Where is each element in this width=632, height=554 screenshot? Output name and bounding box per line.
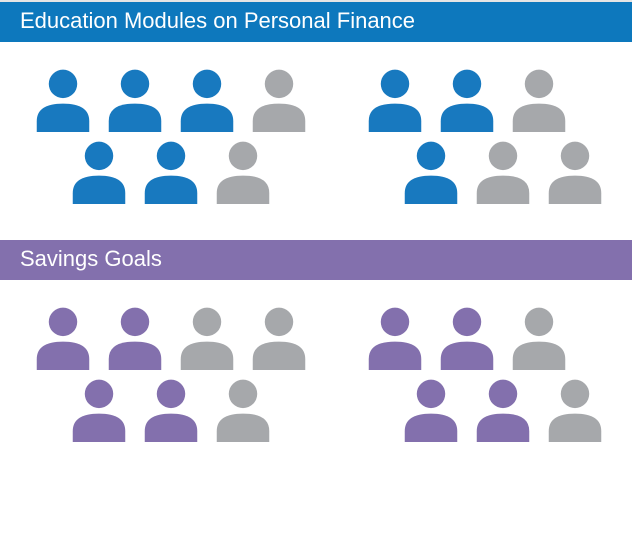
person-icon [432,62,502,132]
person-icon-wrapper [172,62,242,132]
pictograph-education [0,42,632,240]
person-icon-wrapper [540,134,610,204]
people-row [360,300,610,370]
person-icon [540,134,610,204]
pictograph-savings [0,280,632,478]
person-icon [100,300,170,370]
people-group [360,300,610,442]
section-title: Savings Goals [20,246,162,271]
person-icon [136,372,206,442]
person-icon-wrapper [468,134,538,204]
person-icon-wrapper [432,300,502,370]
person-icon-wrapper [396,134,466,204]
person-icon-wrapper [64,134,134,204]
people-row [360,134,610,204]
person-icon-wrapper [100,62,170,132]
section-header-education: Education Modules on Personal Finance [0,2,632,42]
person-icon-wrapper [136,372,206,442]
section-title: Education Modules on Personal Finance [20,8,415,33]
person-icon-wrapper [136,134,206,204]
person-icon [208,372,278,442]
person-icon-wrapper [100,300,170,370]
person-icon-wrapper [28,300,98,370]
section-savings: Savings Goals [0,240,632,478]
person-icon [396,134,466,204]
person-icon [432,300,502,370]
person-icon-wrapper [360,62,430,132]
person-icon [244,62,314,132]
person-icon [504,62,574,132]
person-icon-wrapper [432,62,502,132]
person-icon [28,62,98,132]
section-header-savings: Savings Goals [0,240,632,280]
people-row [360,62,610,132]
person-icon-wrapper [540,372,610,442]
person-icon-wrapper [504,62,574,132]
person-icon [468,134,538,204]
people-row [28,62,314,132]
person-icon-wrapper [360,300,430,370]
person-icon-wrapper [28,62,98,132]
person-icon [64,372,134,442]
people-row [28,300,314,370]
person-icon-wrapper [504,300,574,370]
people-group [360,62,610,204]
section-education: Education Modules on Personal Finance [0,2,632,240]
person-icon-wrapper [208,372,278,442]
person-icon [396,372,466,442]
person-icon-wrapper [172,300,242,370]
person-icon [28,300,98,370]
people-row [360,372,610,442]
person-icon-wrapper [396,372,466,442]
person-icon [360,62,430,132]
people-group [28,300,314,442]
people-group [28,62,314,204]
person-icon [136,134,206,204]
person-icon-wrapper [468,372,538,442]
person-icon [208,134,278,204]
people-row [28,372,314,442]
person-icon [468,372,538,442]
person-icon [172,62,242,132]
person-icon [172,300,242,370]
person-icon [504,300,574,370]
person-icon [360,300,430,370]
people-row [28,134,314,204]
person-icon-wrapper [244,62,314,132]
person-icon-wrapper [64,372,134,442]
person-icon [100,62,170,132]
person-icon [540,372,610,442]
person-icon [244,300,314,370]
person-icon-wrapper [244,300,314,370]
person-icon [64,134,134,204]
person-icon-wrapper [208,134,278,204]
